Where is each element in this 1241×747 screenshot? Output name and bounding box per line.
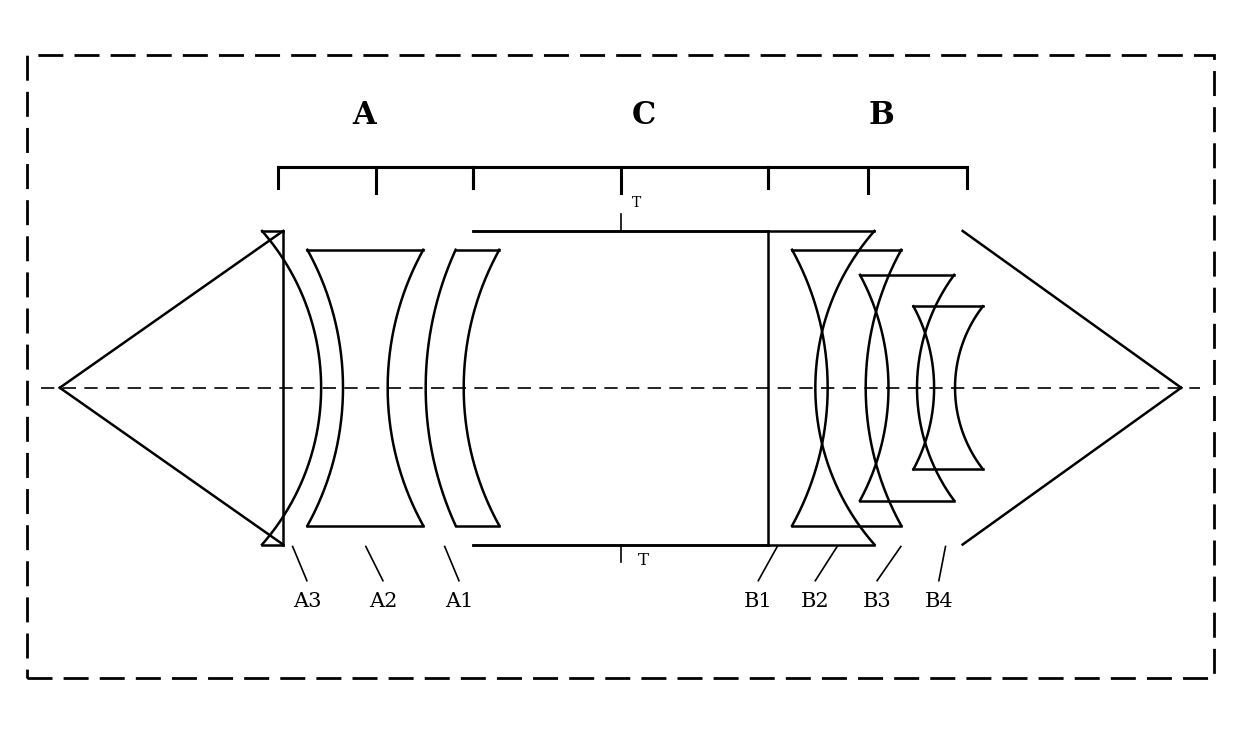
Text: T: T [632,196,642,210]
Text: C: C [632,100,656,131]
Text: A1: A1 [444,592,473,611]
Text: T: T [638,552,649,569]
Text: B: B [869,100,895,131]
Text: B2: B2 [800,592,830,611]
Text: B3: B3 [862,592,891,611]
Text: B1: B1 [743,592,773,611]
Text: B4: B4 [925,592,953,611]
Text: A2: A2 [369,592,397,611]
Text: A: A [352,100,376,131]
Text: A3: A3 [293,592,321,611]
